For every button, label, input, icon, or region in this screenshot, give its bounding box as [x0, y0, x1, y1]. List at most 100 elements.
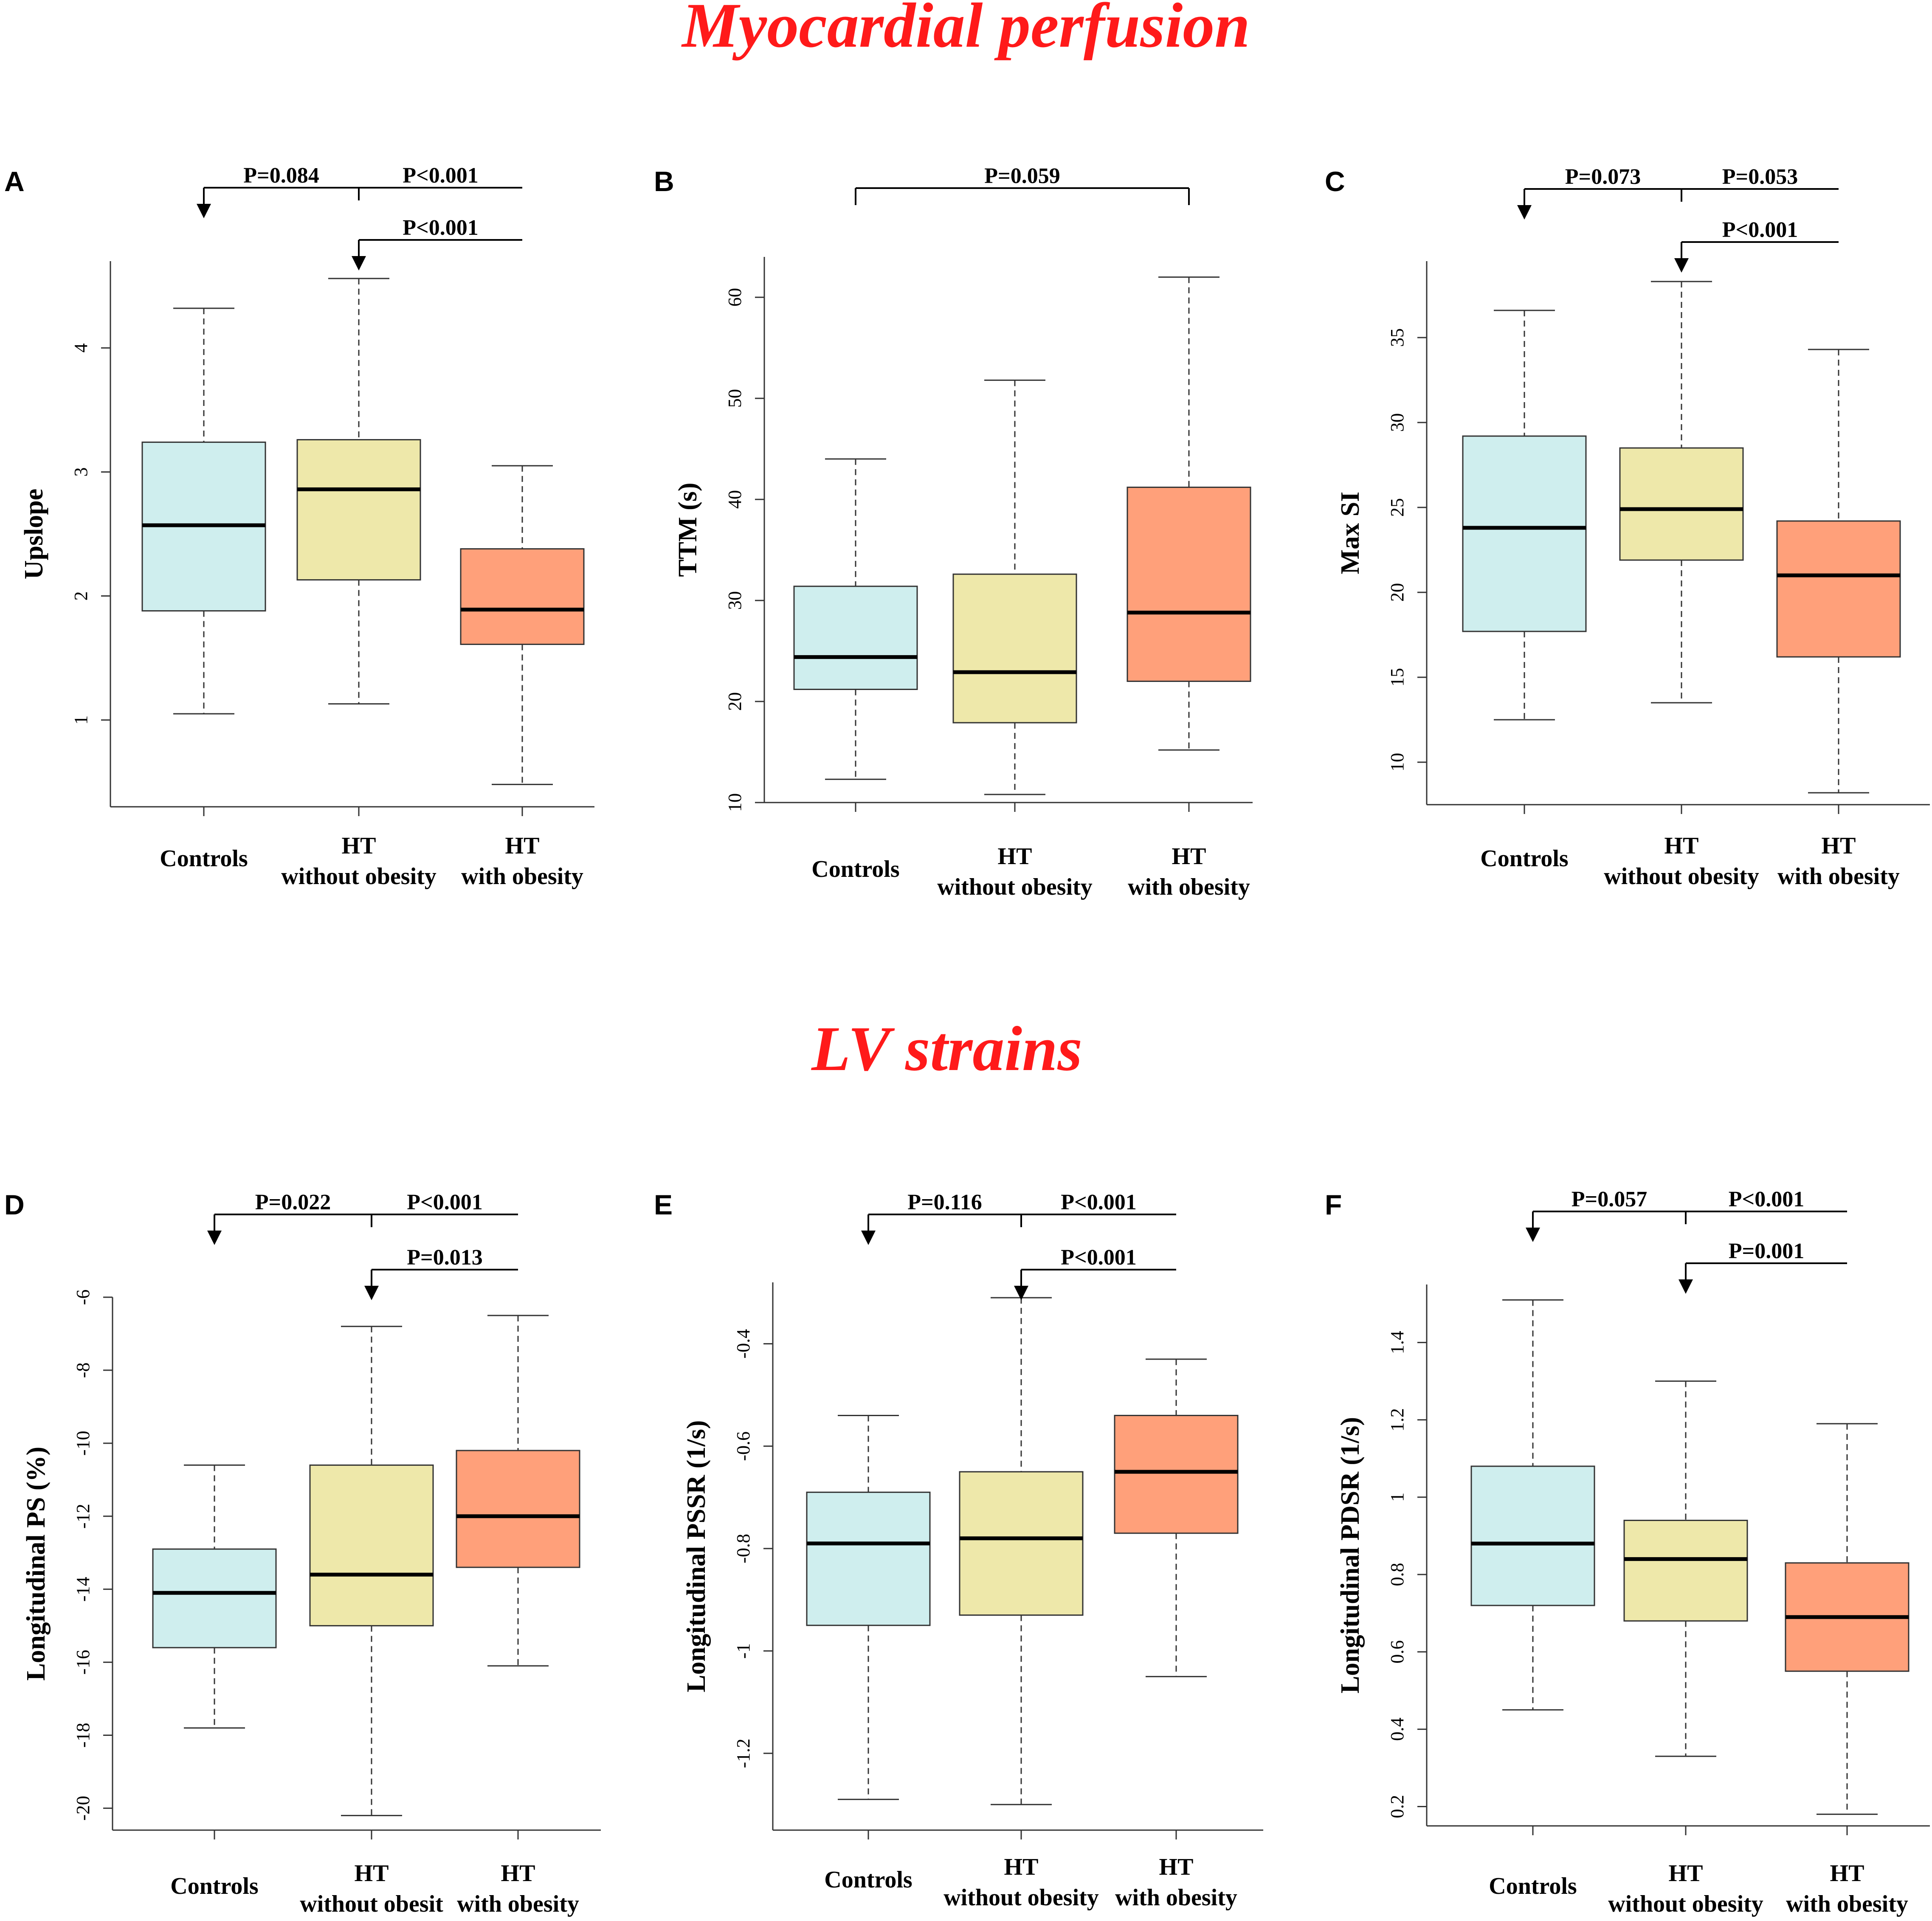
y-tick-label: 1: [1387, 1493, 1408, 1502]
panel-a: A 1 2 3 4 Upslope Controls HT without obesity HT w…: [4, 163, 594, 890]
y-tick-label: 0.6: [1387, 1640, 1408, 1664]
p-value-label: P=0.059: [984, 164, 1060, 188]
arrow-head: [1679, 1279, 1693, 1294]
iqr-box: [309, 1464, 434, 1627]
category-label-controls: Controls: [811, 856, 899, 882]
iqr-box: [1462, 435, 1587, 632]
box-controls: [793, 458, 918, 780]
y-tick-label: -1.2: [733, 1738, 754, 1768]
box-controls: [152, 1464, 277, 1729]
comparison-3: P<0.001: [1014, 1245, 1176, 1300]
category-label-line: HT: [505, 833, 540, 859]
p-value-label: P=0.084: [243, 163, 319, 188]
comparison-2: P<0.001: [371, 1190, 518, 1227]
p-value-label: P=0.022: [255, 1190, 331, 1214]
category-label-ht-with-obesity: HT with obesity: [457, 1860, 579, 1917]
comparison-2: P<0.001: [358, 163, 522, 200]
category-label-line: HT: [1664, 833, 1699, 859]
category-label-line: Controls: [1480, 845, 1568, 872]
panel-e: E -1.2 -1 -0.8 -0.6 -0.4 Longitudinal PSSR (1/…: [654, 1189, 1263, 1911]
iqr-box: [959, 1471, 1084, 1616]
arrow-head: [861, 1231, 876, 1245]
comparison-1: P=0.084: [197, 163, 359, 218]
category-label-ht-without-obesity: HT without obesity: [1604, 833, 1759, 890]
category-label-line: without obesity: [943, 1884, 1099, 1911]
iqr-box: [152, 1548, 277, 1648]
y-tick-label: 1.2: [1387, 1408, 1408, 1431]
y-tick-label: 30: [1387, 413, 1408, 432]
p-value-label: P<0.001: [403, 216, 478, 240]
category-label-line: HT: [501, 1860, 535, 1887]
category-label-line: with obesity: [1786, 1891, 1908, 1917]
arrow-head: [364, 1286, 379, 1300]
y-tick-label: 2: [70, 592, 91, 601]
y-tick-label: 20: [724, 692, 745, 711]
y-tick-label: -10: [73, 1431, 93, 1456]
box-ht-with-obesity: [1776, 349, 1901, 794]
y-tick-label: -0.8: [733, 1534, 754, 1563]
box-controls: [1462, 310, 1587, 721]
iqr-box: [1619, 447, 1744, 561]
panel-d: D -20 -18 -16 -14 -12 -10 -8 -6 Longitudinal PS (…: [4, 1189, 601, 1917]
box-controls: [806, 1414, 931, 1800]
category-label-ht-without-obesity: HT without obesity: [943, 1854, 1099, 1911]
iqr-box: [1776, 520, 1901, 658]
iqr-box: [1127, 487, 1251, 682]
category-label-line: HT: [1159, 1854, 1194, 1880]
category-label-line: HT: [1172, 843, 1206, 870]
y-tick-label: -20: [73, 1796, 93, 1821]
iqr-box: [1470, 1465, 1595, 1606]
box-ht-without-obesity: [296, 278, 421, 705]
arrow-head: [1014, 1286, 1028, 1300]
p-value-label: P<0.001: [1061, 1245, 1136, 1270]
category-label-controls: Controls: [1489, 1873, 1577, 1899]
y-tick-label: 0.8: [1387, 1563, 1408, 1586]
category-label-line: HT: [355, 1860, 389, 1887]
category-label-controls: Controls: [170, 1873, 258, 1899]
comparison-3: P<0.001: [352, 216, 522, 270]
box-ht-with-obesity: [456, 1315, 580, 1667]
comparison-3: P<0.001: [1674, 218, 1839, 273]
box-ht-without-obesity: [309, 1326, 434, 1817]
p-value-label: P=0.013: [407, 1245, 482, 1270]
panel-letter: A: [4, 166, 25, 197]
y-tick-label: 10: [724, 793, 745, 812]
category-label-ht-with-obesity: HT with obesity: [1128, 843, 1250, 900]
category-label-line: HT: [342, 833, 376, 859]
y-tick-label: 3: [70, 467, 91, 476]
category-label-controls: Controls: [1480, 845, 1568, 872]
y-tick-label: 1: [70, 715, 91, 725]
category-label-ht-without-obesity: HT without obesity: [1608, 1860, 1763, 1917]
category-label-line: without obesit: [300, 1891, 443, 1917]
category-label-line: HT: [1004, 1854, 1039, 1880]
y-tick-label: 1.4: [1387, 1331, 1408, 1354]
panel-letter: F: [1325, 1189, 1342, 1220]
category-label-ht-with-obesity: HT with obesity: [461, 833, 583, 890]
y-tick-label: -12: [73, 1504, 93, 1529]
box-controls: [1470, 1299, 1595, 1711]
box-ht-without-obesity: [959, 1297, 1084, 1806]
iqr-box: [952, 573, 1077, 724]
arrow-head: [352, 256, 366, 270]
category-label-line: without obesity: [937, 874, 1093, 900]
p-value-label: P=0.073: [1565, 165, 1641, 189]
category-label-line: Controls: [811, 856, 899, 882]
comparison-2: P=0.053: [1681, 165, 1839, 202]
comparison-3: P=0.013: [364, 1245, 518, 1300]
arrow-head: [1674, 258, 1689, 273]
category-label-line: HT: [1830, 1860, 1864, 1887]
comparison-3: P=0.001: [1679, 1239, 1847, 1294]
comparison-1: P=0.059: [855, 164, 1190, 205]
p-value-label: P=0.001: [1729, 1239, 1804, 1263]
category-label-line: HT: [1822, 833, 1856, 859]
iqr-box: [456, 1450, 580, 1568]
y-tick-label: -1: [733, 1643, 754, 1659]
category-label-controls: Controls: [824, 1867, 912, 1893]
category-label-line: without obesity: [1604, 863, 1759, 890]
category-label-line: with obesity: [1777, 863, 1900, 890]
category-label-line: without obesity: [281, 863, 437, 890]
p-value-label: P=0.116: [907, 1190, 982, 1214]
category-label-line: HT: [998, 843, 1032, 870]
y-tick-label: 0.2: [1387, 1795, 1408, 1818]
category-label-line: with obesity: [1115, 1884, 1237, 1911]
